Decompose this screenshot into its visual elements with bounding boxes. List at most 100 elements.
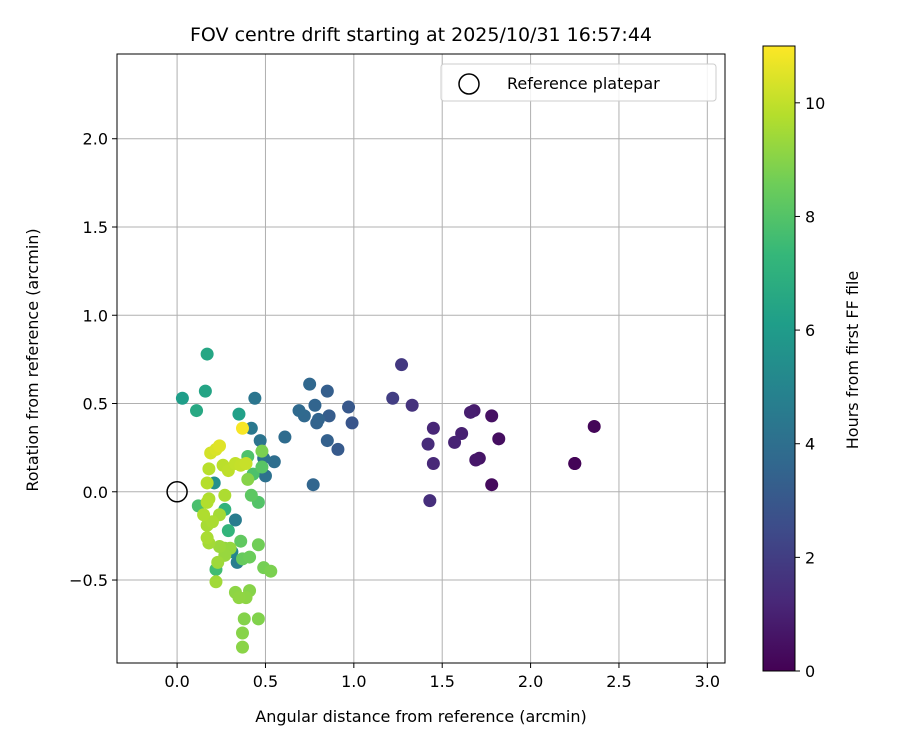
data-point <box>568 457 582 471</box>
data-point <box>267 455 281 469</box>
x-tick-label: 2.0 <box>518 672 543 691</box>
data-point <box>308 398 322 412</box>
data-point <box>320 384 334 398</box>
x-axis-ticks: 0.0 0.5 1.0 1.5 2.0 2.5 3.0 <box>164 663 720 691</box>
data-point <box>255 460 269 474</box>
colorbar-tick-label: 0 <box>805 662 815 681</box>
data-point <box>190 404 204 418</box>
colorbar-frame <box>762 45 796 672</box>
data-point <box>235 421 249 435</box>
x-tick-label: 2.5 <box>606 672 631 691</box>
data-point <box>421 437 435 451</box>
data-point <box>485 478 499 492</box>
colorbar-tick-label: 10 <box>805 94 825 113</box>
y-tick-label: 0.5 <box>83 395 108 414</box>
data-point <box>311 412 325 426</box>
data-point <box>405 398 419 412</box>
data-point <box>255 444 269 458</box>
data-point <box>241 472 255 486</box>
data-point <box>463 405 477 419</box>
data-point <box>244 488 258 502</box>
data-point <box>331 442 345 456</box>
colorbar-ticks: 0 2 4 6 8 10 <box>795 94 825 681</box>
y-tick-label: 1.0 <box>83 306 108 325</box>
x-axis-label: Angular distance from reference (arcmin) <box>255 707 586 726</box>
data-point <box>345 416 359 430</box>
chart-title: FOV centre drift starting at 2025/10/31 … <box>190 24 652 46</box>
data-point <box>211 555 225 569</box>
data-point <box>205 515 219 529</box>
data-point <box>253 434 267 448</box>
colorbar-tick-label: 6 <box>805 321 815 340</box>
data-point <box>175 391 189 405</box>
x-tick-label: 0.5 <box>253 672 278 691</box>
data-point <box>200 495 214 509</box>
data-point <box>469 453 483 467</box>
data-point <box>209 575 223 589</box>
data-point <box>234 534 248 548</box>
colorbar-gradient <box>763 46 795 671</box>
data-point <box>200 531 214 545</box>
data-points <box>175 347 601 654</box>
data-point <box>342 400 356 414</box>
data-point <box>243 550 257 564</box>
data-point <box>237 612 251 626</box>
colorbar-tick-label: 4 <box>805 435 815 454</box>
reference-platepar-marker <box>166 481 188 503</box>
y-tick-label: 1.5 <box>83 218 108 237</box>
data-point <box>235 626 249 640</box>
x-tick-label: 3.0 <box>695 672 720 691</box>
data-point <box>426 421 440 435</box>
y-tick-label: 2.0 <box>83 130 108 149</box>
data-point <box>264 564 278 578</box>
data-point <box>248 391 262 405</box>
data-point <box>200 347 214 361</box>
data-point <box>455 427 469 441</box>
x-tick-label: 1.0 <box>341 672 366 691</box>
data-point <box>213 539 227 553</box>
y-axis-label: Rotation from reference (arcmin) <box>23 228 42 491</box>
data-point <box>492 432 506 446</box>
data-point <box>423 494 437 508</box>
data-point <box>306 478 320 492</box>
legend-label: Reference platepar <box>507 74 660 93</box>
data-point <box>235 640 249 654</box>
data-point <box>292 404 306 418</box>
legend: Reference platepar <box>440 63 717 102</box>
data-point <box>303 377 317 391</box>
data-point <box>386 391 400 405</box>
colorbar-label: Hours from first FF file <box>843 271 862 450</box>
x-tick-label: 1.5 <box>429 672 454 691</box>
data-point <box>218 488 232 502</box>
plot-frame <box>116 53 726 664</box>
data-point <box>239 457 253 471</box>
data-point <box>485 409 499 423</box>
data-point <box>426 457 440 471</box>
data-point <box>278 430 292 444</box>
data-point <box>251 538 265 552</box>
data-point <box>251 612 265 626</box>
grid <box>117 54 725 663</box>
data-point <box>198 384 212 398</box>
y-axis-ticks: −0.5 0.0 0.5 1.0 1.5 2.0 <box>69 130 117 590</box>
data-point <box>320 434 334 448</box>
data-point <box>213 439 227 453</box>
data-point <box>587 419 601 433</box>
x-tick-label: 0.0 <box>164 672 189 691</box>
data-point <box>202 462 216 476</box>
y-tick-label: −0.5 <box>69 571 108 590</box>
legend-box <box>440 63 717 102</box>
data-point <box>228 513 242 527</box>
data-point <box>221 524 235 538</box>
colorbar-tick-label: 8 <box>805 207 815 226</box>
data-point <box>395 358 409 372</box>
data-point <box>448 435 462 449</box>
colorbar-tick-label: 2 <box>805 548 815 567</box>
data-point <box>322 409 336 423</box>
legend-marker-open-circle <box>458 73 480 95</box>
data-point <box>232 591 246 605</box>
data-point <box>232 407 246 421</box>
data-point <box>197 508 211 522</box>
data-point <box>200 476 214 490</box>
